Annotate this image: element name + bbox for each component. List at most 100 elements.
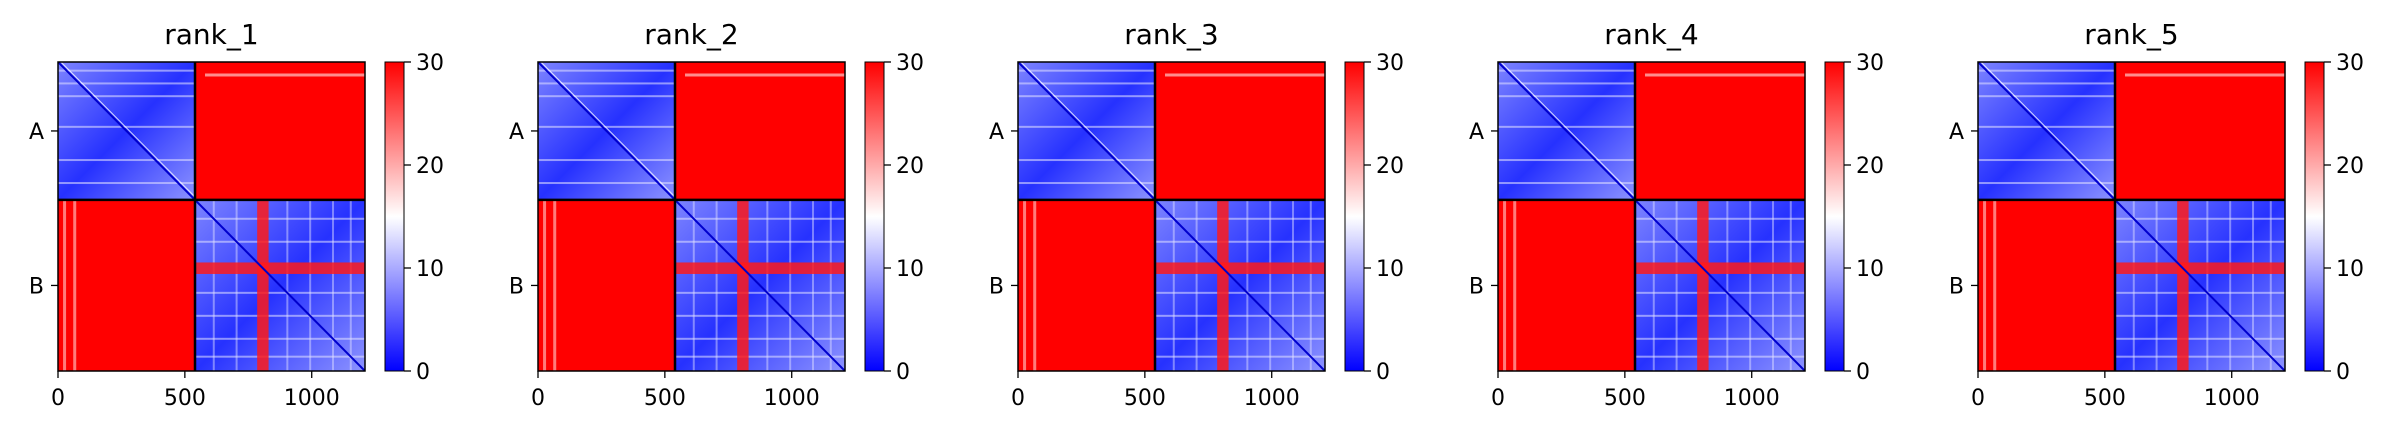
linker-row bbox=[2115, 262, 2285, 274]
streak bbox=[1155, 240, 1325, 243]
streak bbox=[195, 240, 365, 243]
streak bbox=[1635, 314, 1805, 317]
streak bbox=[1635, 217, 1805, 220]
streak bbox=[1018, 69, 1156, 72]
streak bbox=[692, 199, 695, 371]
interchain-streak bbox=[1503, 199, 1507, 371]
diagonal-highlight bbox=[60, 62, 196, 198]
x-tick-label: 0 bbox=[1971, 386, 1985, 411]
streak bbox=[195, 337, 365, 340]
streak bbox=[1978, 159, 2116, 162]
streak bbox=[195, 291, 365, 294]
streak bbox=[766, 199, 769, 371]
streak bbox=[58, 182, 196, 185]
streak bbox=[1018, 125, 1156, 128]
linker-column bbox=[1217, 199, 1229, 371]
heatmap-image bbox=[1978, 62, 2285, 371]
streak bbox=[235, 199, 238, 371]
x-tick-label: 500 bbox=[164, 386, 206, 411]
linker-column bbox=[257, 199, 269, 371]
interchain-streak bbox=[1023, 199, 1027, 371]
heatmap-panel-3: rank_3 0 500 1000 A B 0 10 20 30 bbox=[989, 18, 1404, 411]
streak bbox=[812, 199, 815, 371]
x-tick-label: 500 bbox=[2084, 386, 2126, 411]
diagonal bbox=[1978, 62, 2285, 371]
streak bbox=[58, 95, 196, 98]
colorbar-tick-label: 0 bbox=[896, 360, 910, 385]
streak bbox=[58, 82, 196, 85]
heatmap-panel-2: rank_2 0 500 1000 A B 0 10 20 30 bbox=[509, 18, 924, 411]
interchain-streak bbox=[73, 199, 77, 371]
streak bbox=[1978, 69, 2116, 72]
row-label: A bbox=[989, 120, 1004, 145]
streak bbox=[2206, 199, 2209, 371]
streak bbox=[1195, 199, 1198, 371]
streak bbox=[2115, 314, 2285, 317]
streak bbox=[1155, 217, 1325, 220]
x-tick-label: 0 bbox=[1011, 386, 1025, 411]
streak bbox=[675, 291, 845, 294]
row-label: A bbox=[509, 120, 524, 145]
row-label: B bbox=[1469, 274, 1484, 299]
colorbar-tick-label: 30 bbox=[896, 51, 924, 76]
colorbar-tick-label: 10 bbox=[896, 257, 924, 282]
streak bbox=[2115, 355, 2285, 358]
colorbar-tick-label: 0 bbox=[416, 360, 430, 385]
streak bbox=[1652, 199, 1655, 371]
colorbar-tick-label: 30 bbox=[2336, 51, 2364, 76]
x-tick-label: 1000 bbox=[764, 386, 820, 411]
colorbar-tick-label: 10 bbox=[1856, 257, 1884, 282]
x-tick-label: 0 bbox=[51, 386, 65, 411]
streak bbox=[1635, 337, 1805, 340]
streak bbox=[1498, 69, 1636, 72]
streak bbox=[675, 314, 845, 317]
row-label: B bbox=[1949, 274, 1964, 299]
streak bbox=[309, 199, 312, 371]
streak bbox=[1978, 125, 2116, 128]
diagonal-highlight bbox=[1980, 62, 2116, 198]
interchain-streak bbox=[685, 73, 845, 77]
axes-frame bbox=[57, 61, 366, 372]
axes-frame bbox=[1497, 61, 1806, 372]
streak bbox=[1155, 337, 1325, 340]
streak bbox=[195, 217, 365, 220]
row-label: A bbox=[29, 120, 44, 145]
x-tick-label: 0 bbox=[1491, 386, 1505, 411]
colorbar-tick-label: 20 bbox=[1856, 154, 1884, 179]
interchain-streak bbox=[1033, 199, 1037, 371]
streak bbox=[1498, 95, 1636, 98]
colorbar-fill bbox=[2304, 61, 2325, 372]
streak bbox=[2269, 199, 2272, 371]
colorbar-fill bbox=[864, 61, 885, 372]
diagonal bbox=[538, 62, 845, 371]
colorbar-tick-label: 20 bbox=[2336, 154, 2364, 179]
streak bbox=[538, 69, 676, 72]
streak bbox=[1018, 159, 1156, 162]
streak bbox=[1635, 291, 1805, 294]
streak bbox=[1726, 199, 1729, 371]
x-tick-label: 500 bbox=[1604, 386, 1646, 411]
linker-row bbox=[675, 262, 845, 274]
streak bbox=[1018, 95, 1156, 98]
panel-title: rank_1 bbox=[164, 18, 258, 51]
colorbar: 0 10 20 30 bbox=[864, 51, 924, 385]
colorbar-fill bbox=[1824, 61, 1845, 372]
interchain-streak bbox=[1993, 199, 1997, 371]
streak bbox=[2229, 199, 2232, 371]
linker-column bbox=[737, 199, 749, 371]
streak bbox=[1018, 182, 1156, 185]
colorbar-tick-label: 0 bbox=[1856, 360, 1870, 385]
heatmap-image bbox=[58, 62, 365, 371]
row-label: B bbox=[29, 274, 44, 299]
streak bbox=[1498, 125, 1636, 128]
streak bbox=[2155, 199, 2158, 371]
colorbar-tick-label: 30 bbox=[1856, 51, 1884, 76]
streak bbox=[829, 199, 832, 371]
x-tick-label: 500 bbox=[1124, 386, 1166, 411]
colorbar: 0 10 20 30 bbox=[2304, 51, 2364, 385]
colorbar: 0 10 20 30 bbox=[1824, 51, 1884, 385]
colorbar-tick-label: 30 bbox=[1376, 51, 1404, 76]
colorbar-tick-label: 20 bbox=[416, 154, 444, 179]
streak bbox=[675, 217, 845, 220]
interchain-streak bbox=[1983, 199, 1987, 371]
